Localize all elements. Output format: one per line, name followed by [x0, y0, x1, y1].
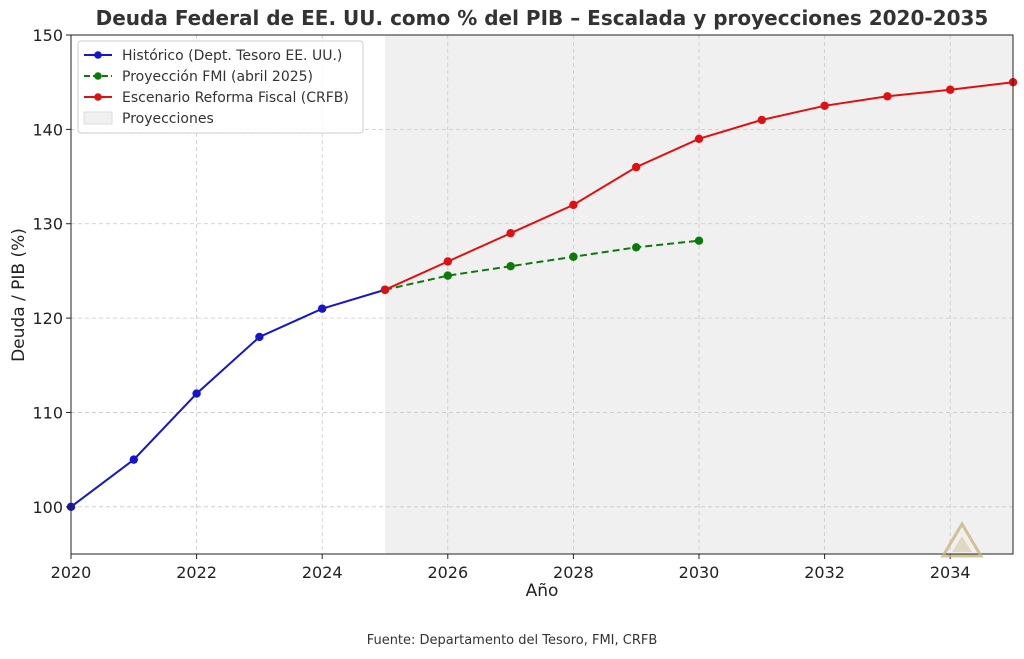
data-point	[820, 101, 829, 110]
series-3	[380, 77, 1018, 294]
y-tick-label: 110	[32, 403, 63, 422]
data-point	[883, 92, 892, 101]
axes-border	[70, 34, 1014, 555]
x-tick-label: 2026	[427, 563, 468, 582]
data-point	[632, 243, 641, 252]
chart-title: Deuda Federal de EE. UU. como % del PIB …	[96, 6, 989, 30]
x-axis-label: Año	[526, 581, 559, 601]
data-point	[192, 389, 201, 398]
data-point	[443, 271, 452, 280]
legend-label: Histórico (Dept. Tesoro EE. UU.)	[122, 48, 342, 64]
legend: Histórico (Dept. Tesoro EE. UU.) Proyecci…	[77, 40, 364, 134]
data-point	[694, 134, 704, 143]
data-point	[757, 115, 766, 125]
y-tick-label: 130	[32, 215, 63, 234]
legend-item: Proyección FMI (abril 2025)	[84, 69, 313, 85]
data-point	[255, 332, 264, 342]
data-point	[569, 200, 578, 210]
data-point	[506, 228, 515, 238]
x-tick-label: 2024	[302, 563, 343, 582]
y-axis-label: Deuda / PIB (%)	[9, 228, 29, 362]
tick-labels: 2020 2022 2024 2026 2028 2030 2032 2034 100 110 12…	[32, 26, 970, 582]
y-tick-label: 120	[32, 309, 63, 328]
series-layer	[66, 77, 1018, 512]
legend-box	[77, 40, 364, 134]
data-point	[129, 455, 138, 464]
y-tick-label: 100	[32, 498, 63, 517]
legend-label: Escenario Reforma Fiscal (CRFB)	[122, 90, 349, 106]
legend-label: Proyecciones	[122, 111, 214, 127]
data-point	[694, 236, 704, 245]
data-point	[318, 304, 327, 313]
axes-frame	[70, 34, 1014, 555]
data-point	[632, 162, 641, 172]
x-tick-label: 2028	[553, 563, 594, 582]
x-tick-label: 2032	[804, 563, 845, 582]
legend-swatch	[83, 111, 113, 125]
legend-marker	[94, 51, 102, 59]
y-tick-label: 150	[32, 26, 63, 45]
legend-marker	[94, 72, 102, 80]
legend-marker	[94, 93, 102, 101]
x-tick-label: 2030	[679, 563, 720, 582]
data-point	[506, 261, 515, 271]
legend-item: Proyecciones	[83, 111, 214, 127]
triangle-logo-icon	[940, 521, 984, 558]
series-1	[66, 285, 390, 512]
legend-item: Escenario Reforma Fiscal (CRFB)	[84, 90, 349, 106]
legend-item: Histórico (Dept. Tesoro EE. UU.)	[84, 48, 342, 64]
x-tick-label: 2022	[176, 563, 217, 582]
x-tick-label: 2020	[51, 563, 92, 582]
source-note: Fuente: Departamento del Tesoro, FMI, CR…	[366, 633, 658, 648]
x-tick-label: 2034	[930, 563, 971, 582]
series-line	[70, 288, 386, 508]
series-line	[384, 239, 700, 291]
data-point	[443, 257, 452, 266]
data-point	[380, 285, 390, 294]
data-point	[946, 85, 955, 94]
data-point	[569, 252, 578, 261]
legend-label: Proyección FMI (abril 2025)	[122, 69, 313, 85]
y-tick-label: 140	[32, 120, 63, 139]
